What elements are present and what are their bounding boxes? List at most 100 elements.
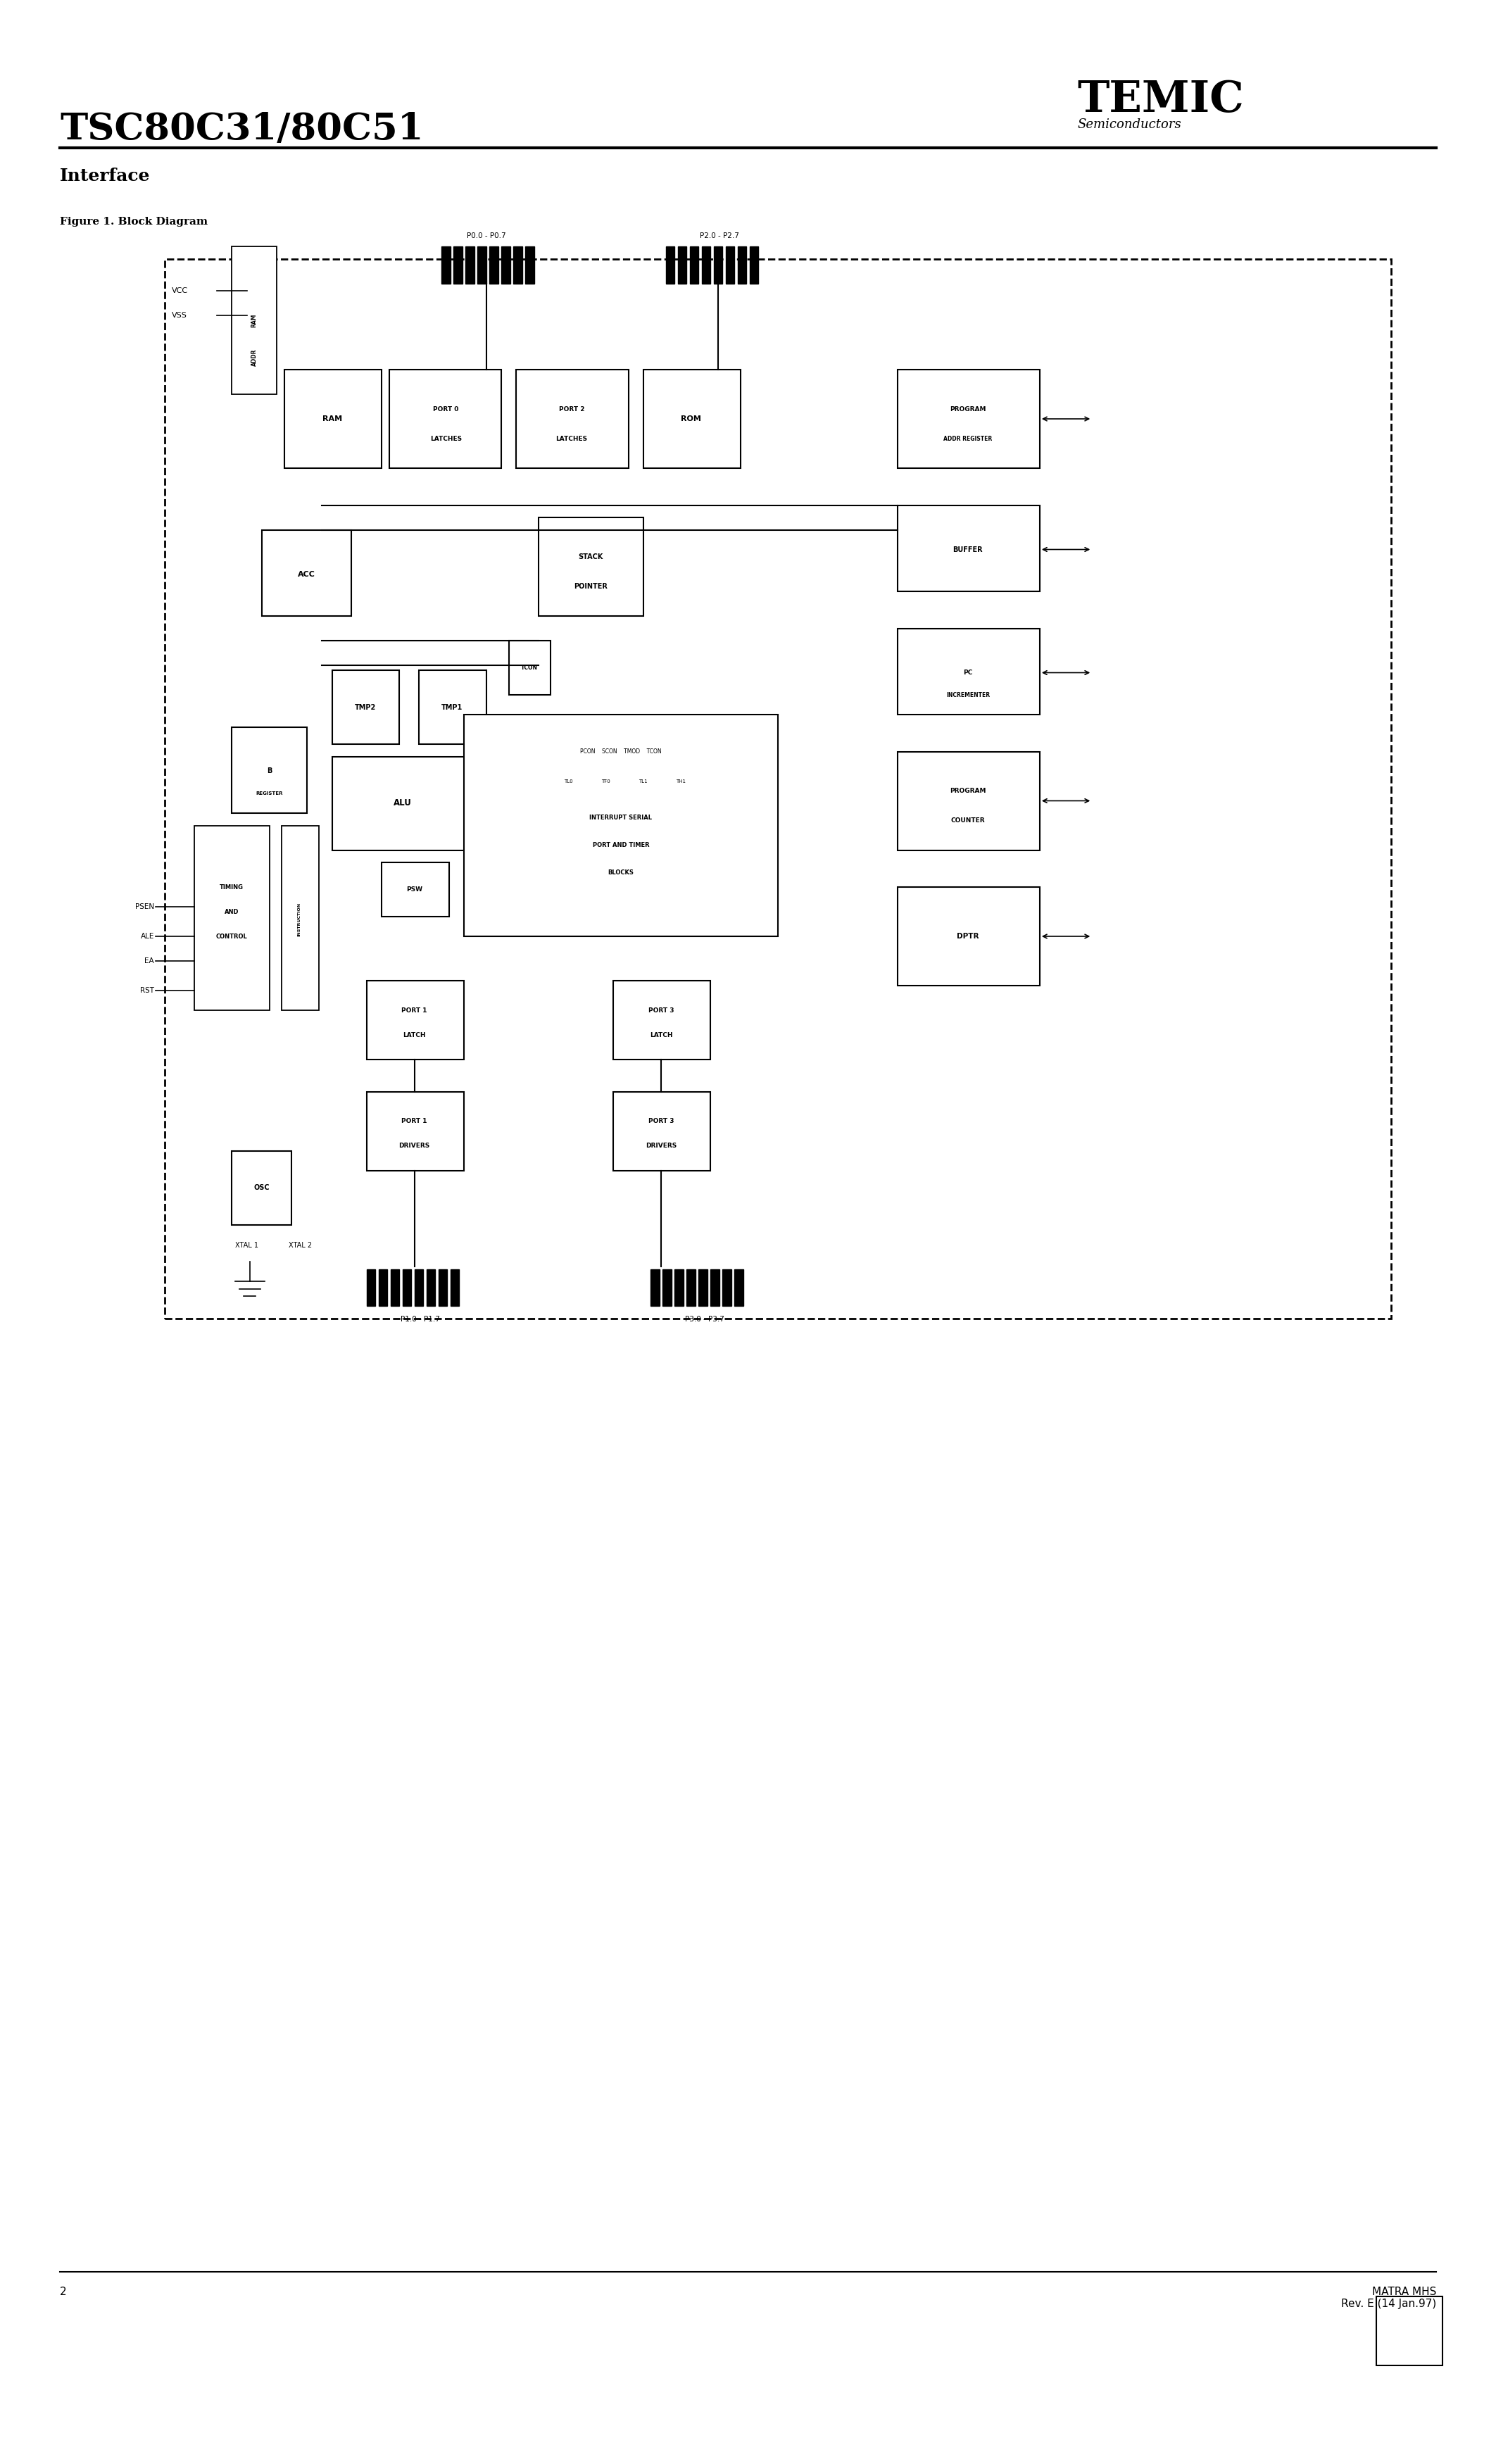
Text: P0.0 - P0.7: P0.0 - P0.7: [467, 232, 506, 239]
Text: INSTRUCTION: INSTRUCTION: [298, 902, 301, 936]
Text: Semiconductors: Semiconductors: [1077, 118, 1182, 131]
Bar: [513, 246, 522, 283]
Text: Figure 1. Block Diagram: Figure 1. Block Diagram: [60, 217, 208, 227]
Text: PCON    SCON    TMOD    TCON: PCON SCON TMOD TCON: [580, 749, 661, 754]
Bar: [262, 530, 352, 616]
Text: TL1: TL1: [639, 779, 648, 784]
Bar: [438, 1269, 447, 1306]
Bar: [1376, 2296, 1442, 2365]
Text: REGISTER: REGISTER: [256, 791, 283, 796]
Bar: [723, 1269, 732, 1306]
Text: 2: 2: [60, 2287, 67, 2296]
Bar: [749, 246, 758, 283]
Text: DPTR: DPTR: [957, 934, 978, 939]
Text: ACC: ACC: [298, 572, 316, 577]
Text: ALU: ALU: [393, 798, 411, 808]
Bar: [367, 1269, 375, 1306]
Text: TL0: TL0: [564, 779, 573, 784]
Text: ALE: ALE: [141, 934, 154, 939]
Bar: [711, 1269, 720, 1306]
Text: DRIVERS: DRIVERS: [646, 1143, 676, 1148]
Bar: [390, 1269, 399, 1306]
Text: TSC80C31/80C51: TSC80C31/80C51: [60, 111, 423, 148]
Text: P1.0 - P1.7: P1.0 - P1.7: [401, 1316, 440, 1323]
Text: EA: EA: [145, 958, 154, 963]
Bar: [165, 259, 1391, 1318]
Bar: [402, 1269, 411, 1306]
Bar: [666, 246, 675, 283]
Text: OSC: OSC: [254, 1185, 269, 1190]
Text: PORT AND TIMER: PORT AND TIMER: [592, 843, 649, 848]
Bar: [726, 246, 735, 283]
Bar: [898, 887, 1040, 986]
Text: INTERRUPT SERIAL: INTERRUPT SERIAL: [589, 816, 652, 821]
Text: BLOCKS: BLOCKS: [607, 870, 634, 875]
Bar: [702, 246, 711, 283]
Text: TCON: TCON: [521, 665, 539, 670]
Bar: [441, 246, 450, 283]
Bar: [898, 370, 1040, 468]
Bar: [509, 641, 551, 695]
Text: ADDR REGISTER: ADDR REGISTER: [944, 436, 992, 441]
Bar: [643, 370, 741, 468]
Bar: [232, 246, 277, 394]
Text: AND: AND: [224, 909, 239, 914]
Bar: [525, 246, 534, 283]
Bar: [516, 370, 628, 468]
Text: POINTER: POINTER: [574, 584, 607, 589]
Bar: [898, 505, 1040, 591]
Bar: [389, 370, 501, 468]
Bar: [714, 246, 723, 283]
Text: CONTROL: CONTROL: [215, 934, 248, 939]
Text: RST: RST: [141, 988, 154, 993]
Bar: [284, 370, 381, 468]
Bar: [501, 246, 510, 283]
Bar: [690, 246, 699, 283]
Bar: [367, 1092, 464, 1170]
Text: PORT 1: PORT 1: [401, 1008, 428, 1013]
Bar: [426, 1269, 435, 1306]
Text: ROM: ROM: [681, 416, 702, 421]
Bar: [613, 981, 711, 1060]
Text: PSEN: PSEN: [135, 904, 154, 909]
Bar: [281, 825, 319, 1010]
Text: ADDR: ADDR: [251, 350, 257, 367]
Bar: [699, 1269, 708, 1306]
Text: STACK: STACK: [579, 554, 603, 559]
Text: PC: PC: [963, 670, 972, 675]
Bar: [735, 1269, 744, 1306]
Bar: [464, 715, 778, 936]
Bar: [465, 246, 474, 283]
Text: LATCH: LATCH: [402, 1032, 426, 1037]
Text: VCC: VCC: [172, 288, 188, 293]
Bar: [678, 246, 687, 283]
Bar: [453, 246, 462, 283]
Text: PORT 1: PORT 1: [401, 1119, 428, 1124]
Text: TF0: TF0: [601, 779, 610, 784]
Bar: [414, 1269, 423, 1306]
Text: P3.0 - P3.7: P3.0 - P3.7: [685, 1316, 724, 1323]
Bar: [419, 670, 486, 744]
Bar: [898, 752, 1040, 850]
Bar: [194, 825, 269, 1010]
Text: B: B: [266, 769, 272, 774]
Text: PSW: PSW: [407, 887, 422, 892]
Text: DRIVERS: DRIVERS: [399, 1143, 429, 1148]
Bar: [332, 670, 399, 744]
Text: INCREMENTER: INCREMENTER: [945, 692, 990, 697]
Bar: [898, 628, 1040, 715]
Text: MATRA MHS
Rev. E (14 Jan.97): MATRA MHS Rev. E (14 Jan.97): [1340, 2287, 1436, 2309]
Bar: [539, 517, 643, 616]
Bar: [477, 246, 486, 283]
Text: PROGRAM: PROGRAM: [950, 788, 986, 793]
Text: RAM: RAM: [322, 416, 343, 421]
Bar: [367, 981, 464, 1060]
Bar: [232, 1151, 292, 1225]
Text: TEMIC: TEMIC: [1077, 79, 1243, 121]
Text: RAM: RAM: [251, 313, 257, 328]
Text: LATCH: LATCH: [649, 1032, 673, 1037]
Bar: [613, 1092, 711, 1170]
Text: P2.0 - P2.7: P2.0 - P2.7: [700, 232, 739, 239]
Bar: [663, 1269, 672, 1306]
Text: XTAL 1: XTAL 1: [235, 1242, 259, 1249]
